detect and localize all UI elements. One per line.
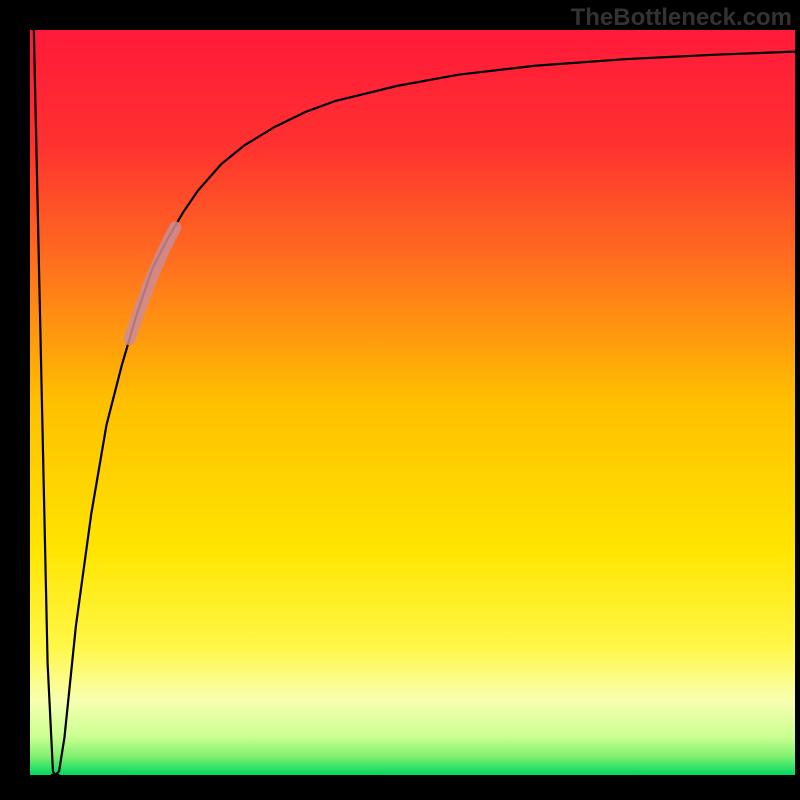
frame-left (0, 0, 30, 800)
frame-bottom (0, 775, 800, 800)
chart-container: TheBottleneck.com (0, 0, 800, 800)
chart-background-gradient (30, 30, 795, 775)
frame-right (795, 0, 800, 800)
watermark-text: TheBottleneck.com (571, 4, 792, 32)
bottleneck-chart (0, 0, 800, 800)
